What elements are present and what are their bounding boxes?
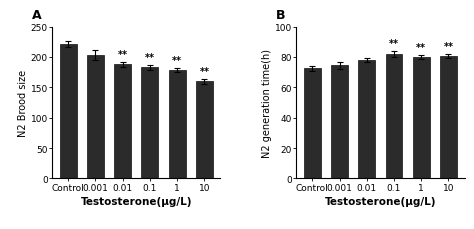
Y-axis label: N2 Brood size: N2 Brood size: [18, 70, 28, 136]
Text: B: B: [276, 9, 285, 22]
Text: **: **: [172, 56, 182, 65]
Text: **: **: [389, 39, 399, 49]
Bar: [440, 57, 457, 179]
Text: **: **: [200, 66, 210, 76]
Y-axis label: N2 generation time(h): N2 generation time(h): [262, 49, 272, 157]
Bar: [169, 70, 186, 179]
Bar: [385, 55, 402, 179]
Bar: [413, 58, 429, 179]
Bar: [60, 45, 77, 179]
X-axis label: Testosterone(μg/L): Testosterone(μg/L): [81, 196, 192, 206]
Bar: [358, 61, 375, 179]
Text: **: **: [416, 42, 426, 52]
Bar: [331, 66, 348, 179]
Bar: [304, 69, 321, 179]
Bar: [87, 56, 104, 179]
Bar: [141, 68, 158, 179]
Bar: [196, 82, 213, 179]
X-axis label: Testosterone(μg/L): Testosterone(μg/L): [325, 196, 436, 206]
Text: **: **: [444, 42, 454, 52]
Text: **: **: [118, 49, 128, 60]
Text: **: **: [145, 53, 155, 63]
Bar: [114, 65, 131, 179]
Text: A: A: [32, 9, 42, 22]
